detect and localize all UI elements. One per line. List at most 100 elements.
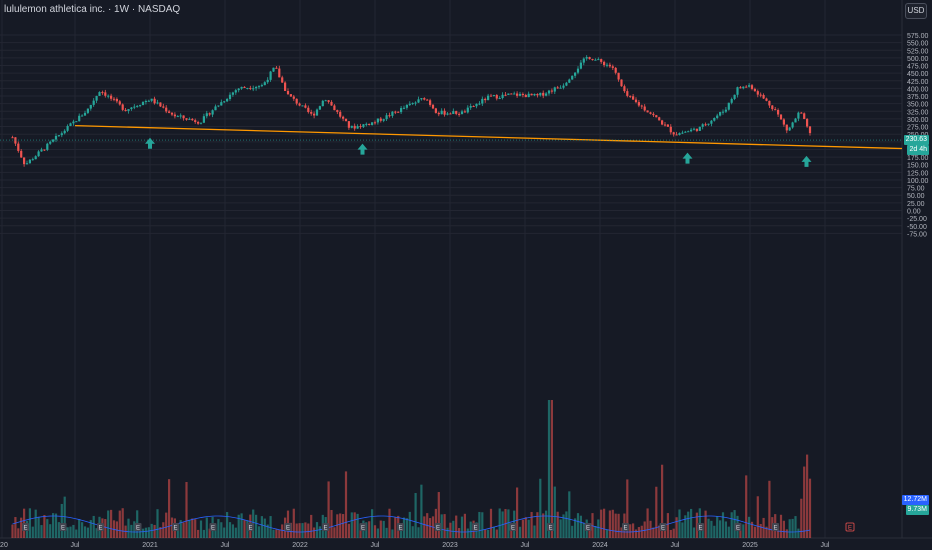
- candle-body: [95, 95, 98, 101]
- candle-body: [469, 106, 472, 108]
- volume-bar: [202, 529, 205, 538]
- earnings-letter: E: [23, 526, 27, 532]
- volume-bar: [46, 519, 49, 538]
- volume-bar: [272, 529, 275, 538]
- earnings-icon: [359, 523, 367, 531]
- volume-bar: [655, 486, 658, 538]
- candle-body: [176, 116, 179, 118]
- volume-bar: [750, 521, 754, 538]
- volume-bar: [307, 523, 310, 538]
- earnings-letter: E: [98, 526, 102, 532]
- candle-body: [269, 71, 272, 80]
- volume-bar: [460, 516, 464, 538]
- candle-body: [620, 79, 623, 87]
- symbol-title[interactable]: lululemon athletica inc. · 1W · NASDAQ: [4, 4, 181, 15]
- volume-bar: [550, 400, 553, 538]
- candle-body: [81, 115, 84, 117]
- candle-body: [423, 98, 426, 100]
- volume-bar: [458, 528, 461, 538]
- volume-bar: [104, 519, 107, 538]
- upcoming-earnings-letter: E: [848, 526, 852, 532]
- volume-bar: [110, 509, 113, 538]
- candle-body: [246, 87, 249, 89]
- candle-body: [130, 107, 133, 110]
- candle-body: [759, 94, 762, 96]
- candle-body: [487, 95, 490, 101]
- volume-bar: [542, 513, 545, 538]
- volume-bar: [745, 475, 748, 538]
- volume-bar: [382, 520, 385, 538]
- volume-bar: [75, 529, 78, 538]
- candle-body: [31, 159, 34, 161]
- volume-bar: [147, 527, 150, 538]
- volume-bar: [779, 514, 783, 538]
- candle-body: [11, 137, 14, 139]
- volume-bar: [536, 512, 539, 538]
- volume-bar: [785, 529, 788, 538]
- candle-body: [437, 112, 440, 115]
- volume-bar: [257, 526, 261, 538]
- volume-bar: [243, 520, 246, 538]
- candle-body: [78, 115, 81, 122]
- candle-body: [771, 105, 774, 110]
- candle-body: [765, 98, 768, 101]
- volume-bar: [83, 526, 87, 538]
- candle-body: [481, 98, 484, 104]
- candle-body: [107, 95, 110, 97]
- volume-bar: [237, 514, 240, 538]
- candle-body: [756, 91, 759, 95]
- volume-bar: [411, 526, 414, 538]
- candle-body: [226, 98, 229, 102]
- volume-bar: [669, 529, 672, 538]
- volume-bar: [188, 519, 191, 538]
- candle-body: [202, 116, 205, 123]
- volume-bar: [446, 527, 449, 538]
- candle-body: [701, 124, 704, 127]
- volume-bar: [89, 520, 92, 538]
- candle-body: [144, 101, 147, 103]
- volume-bar: [756, 496, 759, 538]
- volume-bar: [159, 527, 162, 538]
- earnings-icon: [734, 523, 742, 531]
- candle-body: [495, 95, 498, 99]
- earnings-letter: E: [323, 526, 327, 532]
- earnings-icon: [547, 523, 554, 531]
- candle-body: [762, 94, 765, 99]
- candle-body: [14, 137, 17, 144]
- candle-body: [721, 111, 725, 113]
- y-tick-label: 25.00: [907, 201, 925, 208]
- volume-bar: [449, 522, 452, 538]
- volume-bar: [144, 527, 147, 538]
- currency-button[interactable]: USD: [905, 3, 927, 19]
- candle-body: [124, 109, 127, 111]
- volume-bar: [466, 528, 469, 538]
- candle-body: [600, 59, 603, 62]
- candle-body: [17, 143, 20, 151]
- candle-body: [411, 103, 414, 105]
- y-tick-label: 550.00: [907, 41, 929, 48]
- volume-bar: [260, 516, 263, 538]
- volume-bar: [597, 519, 600, 538]
- volume-bar: [214, 524, 217, 538]
- candle-body: [92, 100, 95, 105]
- candle-body: [460, 111, 464, 115]
- support-trendline: [74, 124, 903, 150]
- volume-bar: [727, 526, 730, 538]
- volume-bar: [330, 509, 333, 538]
- volume-bar: [304, 522, 307, 538]
- candle-body: [46, 143, 49, 150]
- volume-bar: [663, 529, 667, 538]
- candle-body: [640, 105, 643, 107]
- volume-bar: [806, 454, 809, 538]
- volume-bar: [600, 509, 603, 538]
- volume-bar: [634, 529, 638, 538]
- candle-body: [768, 100, 771, 106]
- y-tick-label: 0.00: [907, 208, 921, 215]
- candle-body: [249, 87, 252, 89]
- volume-bar: [182, 522, 185, 538]
- earnings-letter: E: [773, 526, 777, 532]
- volume-bar: [588, 528, 591, 538]
- volume-bar: [791, 518, 794, 538]
